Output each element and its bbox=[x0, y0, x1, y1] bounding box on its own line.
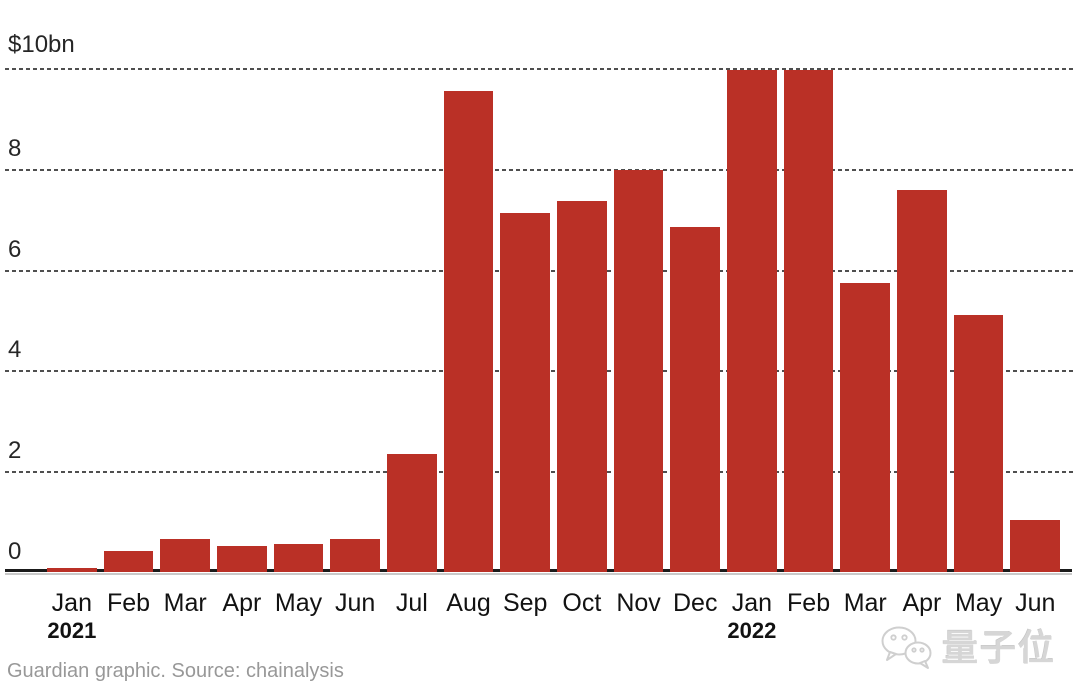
x-tick-label: Mar bbox=[843, 589, 887, 617]
year-label-2022: 2022 bbox=[727, 618, 777, 643]
x-tick-jun-2022: Jun bbox=[1010, 589, 1060, 618]
x-tick-mar-2022: Mar bbox=[840, 589, 890, 618]
x-tick-label: Feb bbox=[106, 589, 151, 617]
y-tick-label-2: 2 bbox=[8, 437, 22, 465]
bar-sep-2021 bbox=[500, 213, 551, 572]
x-tick-oct-2021: Oct bbox=[557, 589, 607, 618]
x-tick-nov-2021: Nov bbox=[614, 589, 664, 618]
bar-mar-2021 bbox=[160, 538, 211, 572]
watermark-text: 量子位 bbox=[941, 627, 1056, 668]
x-tick-label: Mar bbox=[163, 589, 207, 617]
x-tick-jul-2021: Jul bbox=[387, 589, 437, 618]
x-tick-label: Feb bbox=[787, 589, 831, 617]
watermark: 量子位 bbox=[878, 622, 1056, 674]
bar-dec-2021 bbox=[670, 226, 721, 572]
gridline-10 bbox=[5, 68, 1073, 70]
bar-jul-2021 bbox=[387, 453, 437, 572]
bar-jan-2021 bbox=[47, 567, 97, 572]
x-tick-mar-2021: Mar bbox=[160, 589, 210, 618]
x-tick-label: Sep bbox=[502, 589, 548, 617]
y-tick-label-0: 0 bbox=[8, 538, 22, 565]
x-tick-feb-2021: Feb bbox=[104, 589, 154, 618]
x-tick-may-2021: May bbox=[274, 589, 324, 618]
x-tick-may-2022: May bbox=[954, 589, 1004, 618]
y-tick-label-8: 8 bbox=[8, 134, 22, 162]
x-tick-label: Jun bbox=[335, 589, 376, 617]
source-caption: Guardian graphic. Source: chainalysis bbox=[7, 660, 344, 682]
x-tick-label: Aug bbox=[446, 589, 491, 617]
x-tick-label: Jul bbox=[395, 589, 428, 617]
x-tick-label: May bbox=[274, 589, 323, 617]
y-axis-unit-label: $10bn bbox=[8, 31, 75, 58]
x-tick-apr-2021: Apr bbox=[217, 589, 267, 618]
x-tick-label: Jun bbox=[1015, 589, 1056, 617]
bar-feb-2021 bbox=[103, 550, 154, 572]
x-tick-label: May bbox=[954, 589, 1003, 617]
x-tick-label: Apr bbox=[222, 589, 262, 617]
plot-area: 8 6 4 2 0 bbox=[0, 68, 1080, 575]
bars-container bbox=[47, 68, 1061, 572]
x-tick-label: Jan bbox=[731, 589, 773, 617]
x-tick-label: Oct bbox=[562, 589, 602, 617]
bar-nov-2021 bbox=[613, 169, 664, 572]
x-tick-jun-2021: Jun bbox=[330, 589, 380, 618]
bar-jun-2022 bbox=[1010, 519, 1061, 572]
bar-apr-2021 bbox=[217, 545, 267, 572]
x-tick-label: Dec bbox=[672, 589, 718, 617]
x-axis-underline bbox=[5, 573, 1072, 575]
bar-may-2022 bbox=[953, 315, 1004, 572]
bar-feb-2022 bbox=[783, 69, 834, 572]
x-tick-sep-2021: Sep bbox=[500, 589, 550, 618]
x-tick-label: Nov bbox=[616, 589, 661, 617]
y-tick-label-4: 4 bbox=[8, 336, 22, 364]
x-tick-label: Apr bbox=[902, 589, 942, 617]
x-tick-label: Jan bbox=[51, 589, 92, 617]
bar-may-2021 bbox=[273, 543, 324, 572]
x-tick-aug-2021: Aug bbox=[444, 589, 494, 618]
x-axis-labels: Jan 2021 Feb Mar Apr May Jun Jul Aug Sep Oct Nov Dec… bbox=[47, 589, 1060, 643]
bar-apr-2022 bbox=[897, 190, 947, 572]
x-tick-apr-2022: Apr bbox=[897, 589, 947, 618]
gridline-8 bbox=[5, 168, 1073, 171]
x-tick-dec-2021: Dec bbox=[670, 589, 720, 618]
bar-jan-2022 bbox=[727, 69, 777, 572]
y-tick-label-6: 6 bbox=[8, 235, 22, 263]
year-label-2021: 2021 bbox=[47, 618, 97, 643]
bar-aug-2021 bbox=[443, 90, 494, 572]
bar-jun-2021 bbox=[330, 538, 381, 572]
x-tick-jan-2021: Jan 2021 bbox=[47, 589, 97, 643]
bar-oct-2021 bbox=[557, 200, 607, 572]
wechat-chat-bubbles-icon bbox=[881, 626, 932, 669]
x-tick-feb-2022: Feb bbox=[784, 589, 834, 618]
x-tick-jan-2022: Jan 2022 bbox=[727, 589, 777, 643]
bar-mar-2022 bbox=[840, 283, 891, 572]
